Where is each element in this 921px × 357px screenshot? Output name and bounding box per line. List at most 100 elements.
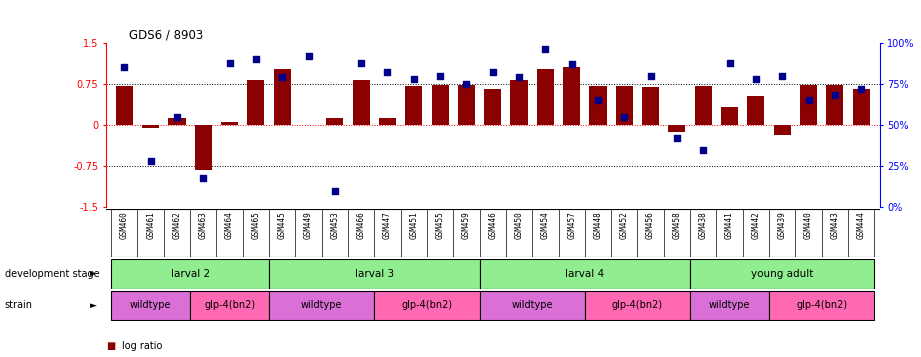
Point (328, 188, 343, 193)
Bar (480, 260, 690, 288)
Bar (111, 291, 190, 320)
Point (354, 60, 368, 65)
Text: glp-4(bn2): glp-4(bn2) (204, 300, 255, 311)
Bar (269, 260, 480, 288)
Point (485, 70, 500, 75)
Text: GSM459: GSM459 (462, 211, 471, 239)
Text: strain: strain (5, 300, 32, 311)
Point (433, 73, 448, 79)
Bar (353, 80, 369, 125)
Bar (537, 69, 554, 125)
Bar (190, 291, 269, 320)
Bar (484, 89, 501, 125)
Text: GSM447: GSM447 (383, 211, 392, 239)
Text: GSM443: GSM443 (831, 211, 839, 239)
Point (827, 92, 842, 98)
Point (775, 73, 789, 79)
Bar (142, 125, 159, 128)
Text: wildtype: wildtype (511, 300, 553, 311)
Bar (669, 125, 685, 131)
Point (144, 158, 158, 164)
Bar (169, 118, 185, 125)
Text: GSM446: GSM446 (488, 211, 497, 239)
Point (617, 114, 632, 120)
Bar (269, 291, 374, 320)
Text: GSM463: GSM463 (199, 211, 208, 239)
Text: log ratio: log ratio (122, 341, 163, 351)
Bar (116, 86, 133, 125)
Text: GSM457: GSM457 (567, 211, 577, 239)
Text: GSM451: GSM451 (409, 211, 418, 239)
Text: wildtype: wildtype (301, 300, 343, 311)
Point (406, 76, 421, 82)
Bar (589, 86, 607, 125)
Text: GSM442: GSM442 (752, 211, 761, 239)
Bar (774, 125, 791, 135)
Bar (274, 69, 291, 125)
Text: GSM460: GSM460 (120, 211, 129, 239)
Bar (853, 89, 869, 125)
Bar (690, 260, 874, 288)
Bar (432, 85, 449, 125)
Bar (326, 119, 344, 125)
Text: GSM439: GSM439 (777, 211, 787, 239)
Point (670, 135, 684, 141)
Point (722, 60, 737, 65)
Text: young adult: young adult (751, 269, 813, 279)
Bar (769, 291, 874, 320)
Point (512, 75, 527, 80)
Point (249, 56, 263, 62)
Bar (458, 85, 475, 125)
Point (643, 73, 658, 79)
Bar (405, 86, 423, 125)
Text: GSM461: GSM461 (146, 211, 155, 239)
Text: GSM465: GSM465 (251, 211, 261, 239)
Text: wildtype: wildtype (130, 300, 171, 311)
Text: GSM452: GSM452 (620, 211, 629, 239)
Bar (563, 67, 580, 125)
Point (801, 97, 816, 103)
Text: GSM448: GSM448 (593, 211, 602, 239)
Bar (690, 291, 769, 320)
Point (854, 86, 869, 92)
Text: ►: ► (90, 301, 97, 310)
Text: ►: ► (90, 270, 97, 278)
Point (196, 175, 211, 180)
Text: development stage: development stage (5, 269, 99, 279)
Bar (510, 80, 528, 125)
Bar (747, 96, 764, 125)
Text: GSM458: GSM458 (672, 211, 682, 239)
Point (590, 97, 605, 103)
Bar (194, 125, 212, 170)
Bar (379, 118, 396, 125)
Bar (694, 86, 712, 125)
Bar (826, 85, 844, 125)
Text: GSM441: GSM441 (725, 211, 734, 239)
Point (749, 76, 764, 82)
Text: GSM444: GSM444 (857, 211, 866, 239)
Text: GSM455: GSM455 (436, 211, 445, 239)
Bar (248, 80, 264, 125)
Text: wildtype: wildtype (709, 300, 751, 311)
Text: GSM453: GSM453 (331, 211, 339, 239)
Point (459, 81, 473, 87)
Point (565, 61, 579, 67)
Bar (221, 122, 239, 125)
Bar (721, 107, 738, 125)
Point (117, 65, 132, 70)
Point (222, 60, 237, 65)
Text: GSM454: GSM454 (541, 211, 550, 239)
Text: larval 4: larval 4 (565, 269, 604, 279)
Text: GSM445: GSM445 (278, 211, 286, 239)
Text: GSM466: GSM466 (356, 211, 366, 239)
Text: glp-4(bn2): glp-4(bn2) (402, 300, 452, 311)
Text: glp-4(bn2): glp-4(bn2) (796, 300, 847, 311)
Point (538, 46, 553, 52)
Text: GSM462: GSM462 (172, 211, 181, 239)
Point (696, 147, 711, 152)
Point (169, 114, 184, 120)
Bar (642, 87, 659, 125)
Bar (374, 291, 480, 320)
Text: GSM449: GSM449 (304, 211, 313, 239)
Bar (111, 260, 269, 288)
